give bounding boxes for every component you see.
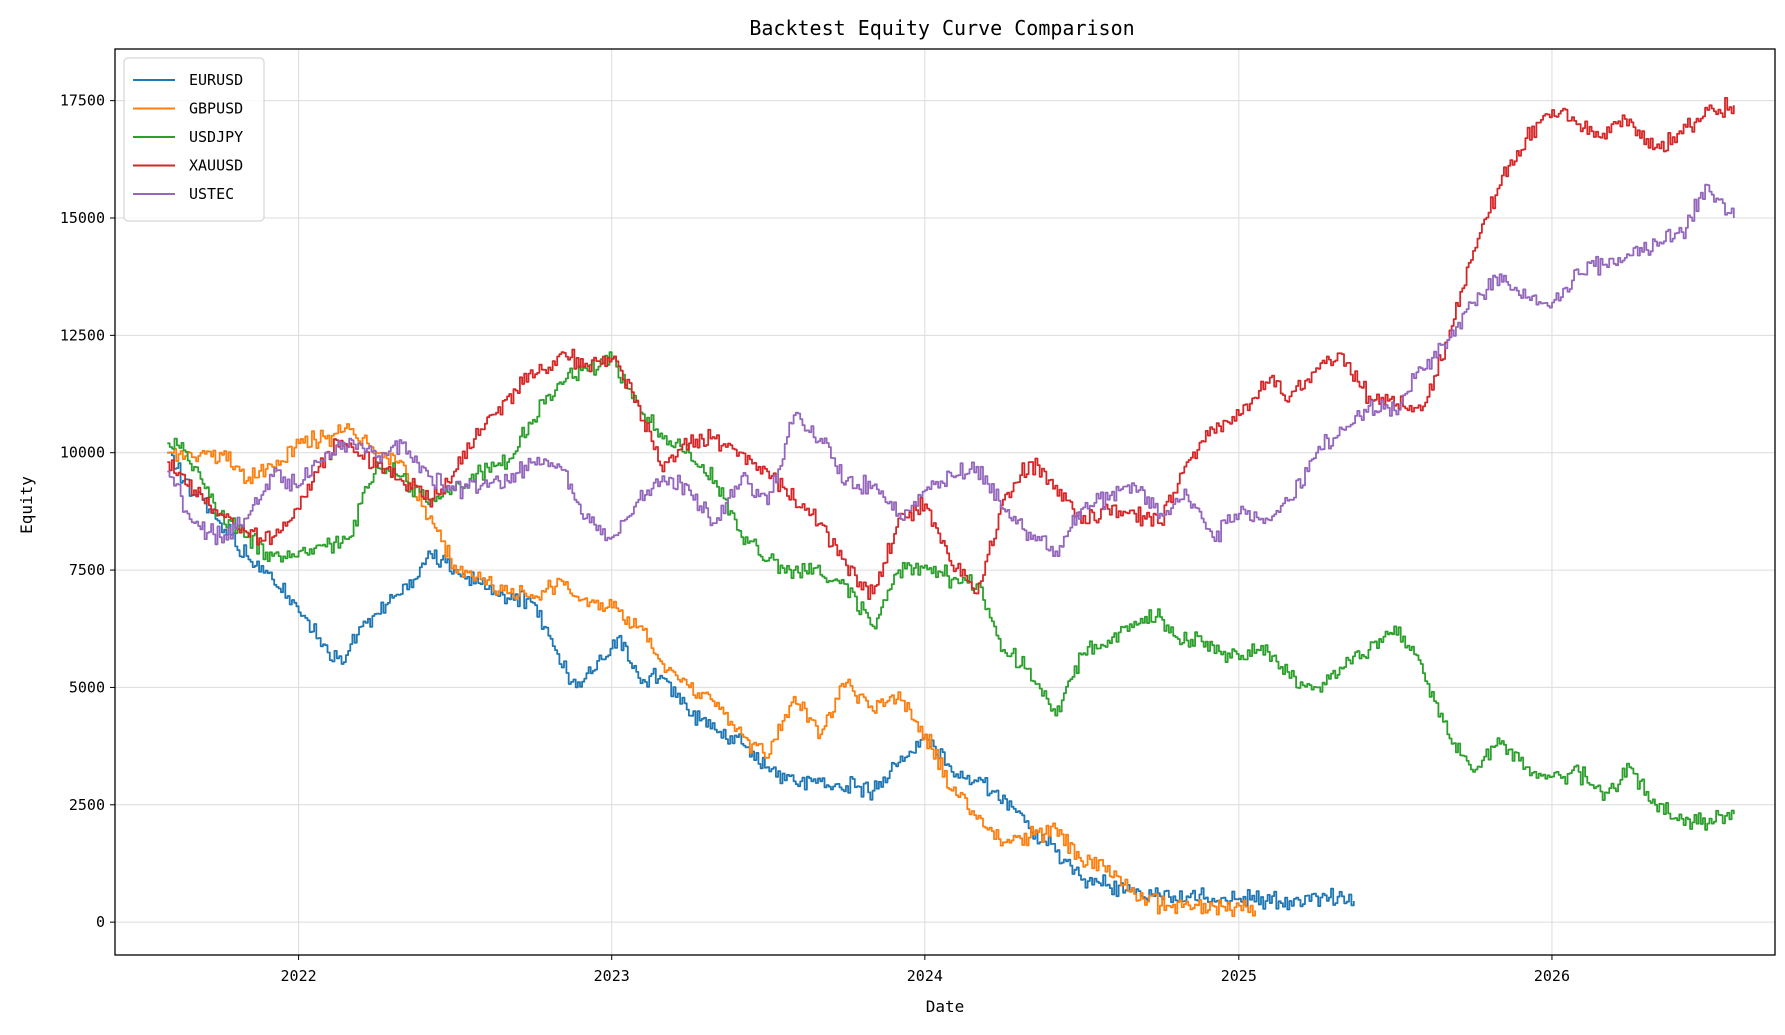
legend-label-gbpusd: GBPUSD	[189, 100, 243, 118]
x-tick-label: 2025	[1221, 967, 1257, 985]
series-line-eurusd	[167, 451, 1355, 911]
y-tick-label: 5000	[69, 678, 105, 696]
x-tick-label: 2024	[907, 967, 943, 985]
series-line-ustec	[167, 183, 1735, 557]
y-axis: 0 2500 5000 7500 10000 12500 15000 17500	[60, 92, 115, 931]
y-tick-label: 15000	[60, 209, 105, 227]
x-tick-label: 2026	[1534, 967, 1570, 985]
y-tick-label: 0	[96, 913, 105, 931]
x-tick-label: 2022	[281, 967, 317, 985]
x-axis: 2022 2023 2024 2025 2026	[281, 955, 1570, 985]
legend-label-ustec: USTEC	[189, 185, 234, 203]
series-line-xauusd	[167, 97, 1735, 600]
y-tick-label: 17500	[60, 92, 105, 110]
series-line-gbpusd	[167, 423, 1256, 917]
legend: EURUSD GBPUSD USDJPY XAUUSD USTEC	[123, 57, 265, 222]
x-axis-label: Date	[926, 997, 965, 1016]
plot-frame	[114, 48, 1776, 956]
legend-label-usdjpy: USDJPY	[189, 128, 243, 146]
y-tick-label: 7500	[69, 561, 105, 579]
y-tick-label: 2500	[69, 796, 105, 814]
series-line-usdjpy	[167, 351, 1735, 831]
y-tick-label: 12500	[60, 326, 105, 344]
series-group	[167, 97, 1735, 917]
y-axis-label: Equity	[17, 476, 36, 534]
y-tick-label: 10000	[60, 444, 105, 462]
legend-box	[123, 57, 265, 222]
chart-title: Backtest Equity Curve Comparison	[749, 16, 1134, 40]
legend-label-xauusd: XAUUSD	[189, 157, 243, 175]
grid	[115, 49, 1775, 955]
legend-label-eurusd: EURUSD	[189, 71, 243, 89]
x-tick-label: 2023	[594, 967, 630, 985]
